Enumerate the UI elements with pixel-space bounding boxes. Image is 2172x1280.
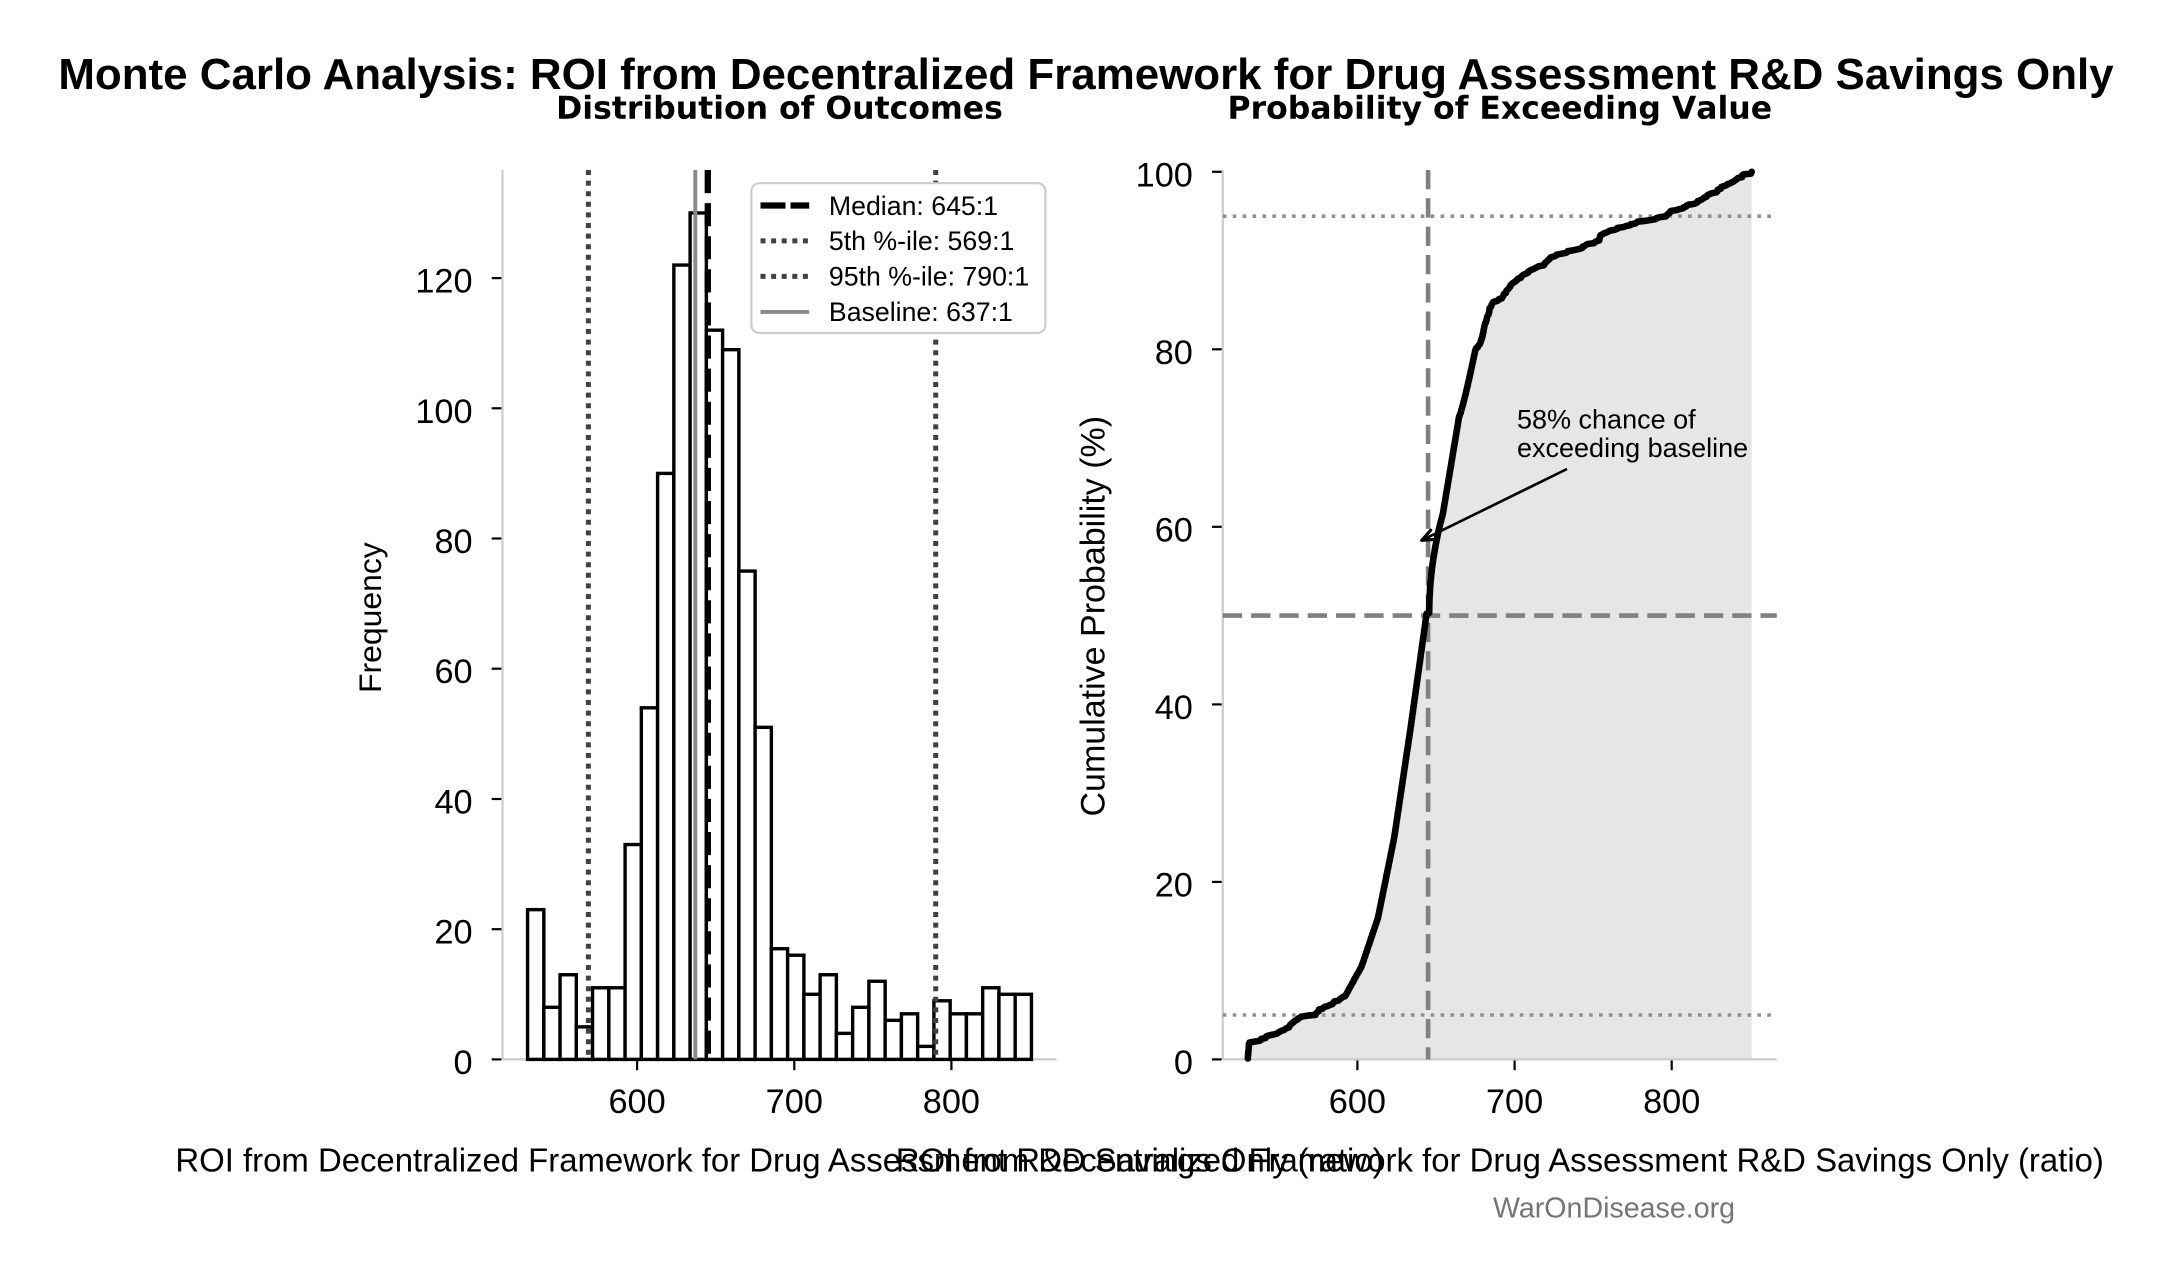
svg-text:ROI from Decentralized Framewo: ROI from Decentralized Framework for Dru… bbox=[175, 1141, 1383, 1178]
svg-text:0: 0 bbox=[454, 1044, 473, 1082]
svg-text:40: 40 bbox=[1155, 689, 1193, 727]
svg-text:exceeding baseline: exceeding baseline bbox=[1517, 433, 1748, 463]
svg-text:80: 80 bbox=[1155, 334, 1193, 372]
svg-text:80: 80 bbox=[434, 523, 472, 561]
svg-text:5th %-ile: 569:1: 5th %-ile: 569:1 bbox=[829, 226, 1014, 256]
svg-text:600: 600 bbox=[1329, 1083, 1386, 1121]
svg-text:600: 600 bbox=[608, 1083, 665, 1121]
svg-text:58% chance of: 58% chance of bbox=[1517, 405, 1696, 435]
svg-text:40: 40 bbox=[434, 784, 472, 822]
svg-text:60: 60 bbox=[434, 653, 472, 691]
svg-text:700: 700 bbox=[1486, 1083, 1543, 1121]
svg-text:20: 20 bbox=[1155, 866, 1193, 904]
svg-text:60: 60 bbox=[1155, 511, 1193, 549]
svg-text:120: 120 bbox=[415, 263, 472, 301]
svg-text:ROI from Decentralized Framewo: ROI from Decentralized Framework for Dru… bbox=[896, 1141, 2104, 1178]
svg-text:95th %-ile: 790:1: 95th %-ile: 790:1 bbox=[829, 262, 1029, 292]
svg-text:Monte Carlo Analysis: ROI from: Monte Carlo Analysis: ROI from Decentral… bbox=[58, 50, 2114, 99]
svg-text:100: 100 bbox=[1136, 156, 1193, 194]
svg-text:Baseline: 637:1: Baseline: 637:1 bbox=[829, 297, 1013, 327]
svg-text:Cumulative Probability (%): Cumulative Probability (%) bbox=[1075, 416, 1113, 817]
svg-text:WarOnDisease.org: WarOnDisease.org bbox=[1493, 1193, 1735, 1225]
svg-text:800: 800 bbox=[923, 1083, 980, 1121]
svg-text:20: 20 bbox=[434, 914, 472, 952]
svg-text:Median: 645:1: Median: 645:1 bbox=[829, 191, 998, 221]
svg-text:0: 0 bbox=[1174, 1044, 1193, 1082]
svg-text:100: 100 bbox=[415, 393, 472, 431]
svg-text:800: 800 bbox=[1643, 1083, 1700, 1121]
svg-text:700: 700 bbox=[766, 1083, 823, 1121]
svg-text:Frequency: Frequency bbox=[352, 542, 388, 693]
